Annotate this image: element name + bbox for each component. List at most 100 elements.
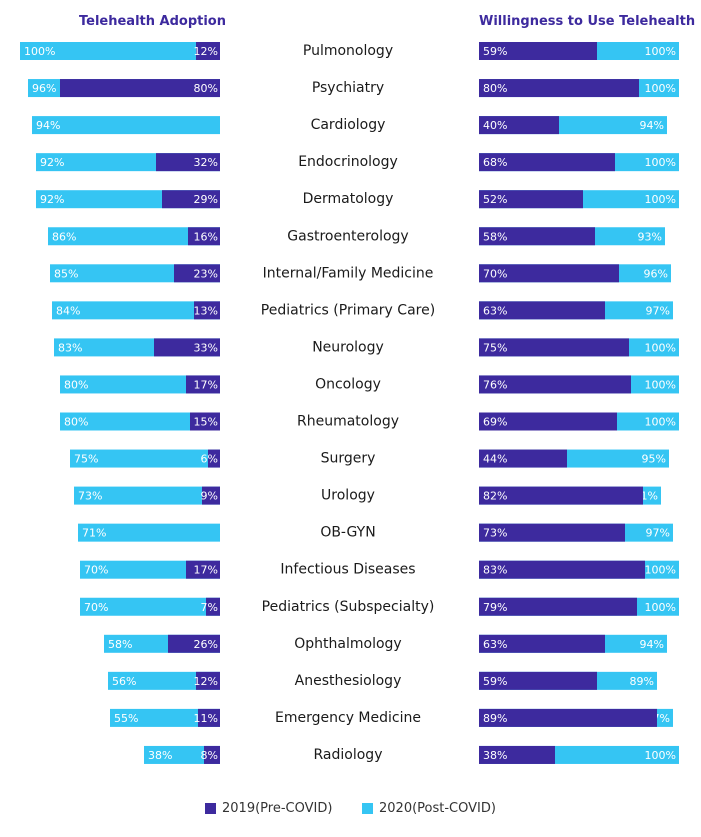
right-bar-2019 <box>479 671 597 690</box>
right-label-2020: 93% <box>638 230 662 243</box>
right-label-2019: 89% <box>483 712 507 725</box>
right-bar-2019 <box>479 449 567 468</box>
left-label-2020: 73% <box>78 490 102 503</box>
left-label-2020: 100% <box>24 45 55 58</box>
right-label-2019: 58% <box>483 230 507 243</box>
left-bar-2019 <box>208 449 220 468</box>
left-label-2019: 13% <box>194 304 218 317</box>
category-label: Cardiology <box>311 117 386 133</box>
left-label-2019: 17% <box>194 378 218 391</box>
left-label-2019: 16% <box>194 230 218 243</box>
category-label: Urology <box>321 488 375 504</box>
right-label-2019: 68% <box>483 156 507 169</box>
right-label-2020: 100% <box>645 416 676 429</box>
left-bar-2020 <box>80 597 220 616</box>
left-bar-2020 <box>108 671 220 690</box>
left-label-2020: 86% <box>52 230 76 243</box>
left-label-2019: 17% <box>194 564 218 577</box>
legend-item-pre: 2019(Pre-COVID) <box>205 801 332 816</box>
right-label-2019: 44% <box>483 453 507 466</box>
left-bar-2020 <box>70 449 220 468</box>
left-bar-2019 <box>186 375 220 394</box>
right-bar-2019 <box>479 597 637 616</box>
category-label: Dermatology <box>303 191 394 207</box>
left-label-2020: 83% <box>58 341 82 354</box>
left-bar-2019 <box>174 264 220 283</box>
left-bar-2019 <box>204 745 220 764</box>
left-label-2020: 70% <box>84 601 108 614</box>
right-label-2019: 83% <box>483 564 507 577</box>
left-bar-2019 <box>198 708 220 727</box>
category-label: Pediatrics (Primary Care) <box>261 302 435 318</box>
right-label-2019: 59% <box>483 675 507 688</box>
right-bar-2019 <box>479 560 645 579</box>
left-bar-2019 <box>194 301 220 320</box>
left-label-2019: 8% <box>201 749 218 762</box>
left-bar-2019 <box>186 560 220 579</box>
right-label-2019: 63% <box>483 638 507 651</box>
right-bar-2019 <box>479 523 625 542</box>
left-label-2020: 80% <box>64 416 88 429</box>
category-label: Pediatrics (Subspecialty) <box>262 599 435 615</box>
left-bar-2019 <box>202 486 220 505</box>
left-label-2019: 12% <box>194 675 218 688</box>
right-label-2019: 69% <box>483 416 507 429</box>
right-label-2019: 63% <box>483 304 507 317</box>
chart-canvas: Pulmonology 100% 12% 100% 59% Psychiatry 96% 80… <box>20 42 679 764</box>
left-label-2019: 12% <box>194 45 218 58</box>
category-label: Ophthalmology <box>294 636 401 652</box>
left-label-2020: 75% <box>74 453 98 466</box>
category-label: Surgery <box>321 451 376 467</box>
right-label-2020: 100% <box>645 341 676 354</box>
right-bar-2019 <box>479 301 605 320</box>
category-label: Rheumatology <box>297 414 399 430</box>
left-label-2019: 9% <box>201 490 218 503</box>
right-label-2019: 52% <box>483 193 507 206</box>
right-bar-2019 <box>479 153 615 172</box>
left-label-2019: 7% <box>201 601 218 614</box>
legend-swatch-post <box>362 803 373 814</box>
left-bar-2019 <box>162 190 220 209</box>
right-label-2020: 100% <box>645 749 676 762</box>
category-label: Pulmonology <box>303 43 393 59</box>
right-bar-2019 <box>479 412 617 431</box>
right-label-2019: 76% <box>483 378 507 391</box>
left-label-2020: 38% <box>148 749 172 762</box>
right-label-2020: 96% <box>644 267 668 280</box>
left-bar-2020 <box>60 412 220 431</box>
right-bar-2019 <box>479 42 597 60</box>
right-label-2020: 100% <box>645 564 676 577</box>
right-label-2019: 38% <box>483 749 507 762</box>
legend-item-post: 2020(Post-COVID) <box>362 801 496 816</box>
left-label-2020: 56% <box>112 675 136 688</box>
category-label: Neurology <box>312 339 384 355</box>
left-label-2020: 96% <box>32 82 56 95</box>
left-label-2019: 33% <box>194 341 218 354</box>
left-label-2020: 71% <box>82 527 106 540</box>
left-label-2020: 92% <box>40 156 64 169</box>
right-bar-2019 <box>479 264 619 283</box>
right-label-2020: 97% <box>646 527 670 540</box>
category-label: Emergency Medicine <box>275 710 421 726</box>
left-bar-2019 <box>154 338 220 357</box>
right-label-2019: 80% <box>483 82 507 95</box>
right-label-2019: 79% <box>483 601 507 614</box>
right-bar-2019 <box>479 338 629 357</box>
left-label-2020: 70% <box>84 564 108 577</box>
right-label-2020: 94% <box>640 638 664 651</box>
right-label-2019: 75% <box>483 341 507 354</box>
right-label-2019: 70% <box>483 267 507 280</box>
legend-label-post: 2020(Post-COVID) <box>379 801 496 816</box>
left-bar-2020 <box>74 486 220 505</box>
right-label-2020: 100% <box>645 601 676 614</box>
left-label-2019: 6% <box>201 453 218 466</box>
right-bar-2019 <box>479 79 639 98</box>
category-label: Endocrinology <box>298 154 398 170</box>
right-label-2020: 100% <box>645 82 676 95</box>
left-bar-2019 <box>156 153 220 172</box>
left-bar-2020 <box>80 560 220 579</box>
right-label-2019: 59% <box>483 45 507 58</box>
left-bar-2020 <box>48 227 220 246</box>
left-bar-2019 <box>168 634 220 653</box>
category-label: OB-GYN <box>320 525 375 541</box>
